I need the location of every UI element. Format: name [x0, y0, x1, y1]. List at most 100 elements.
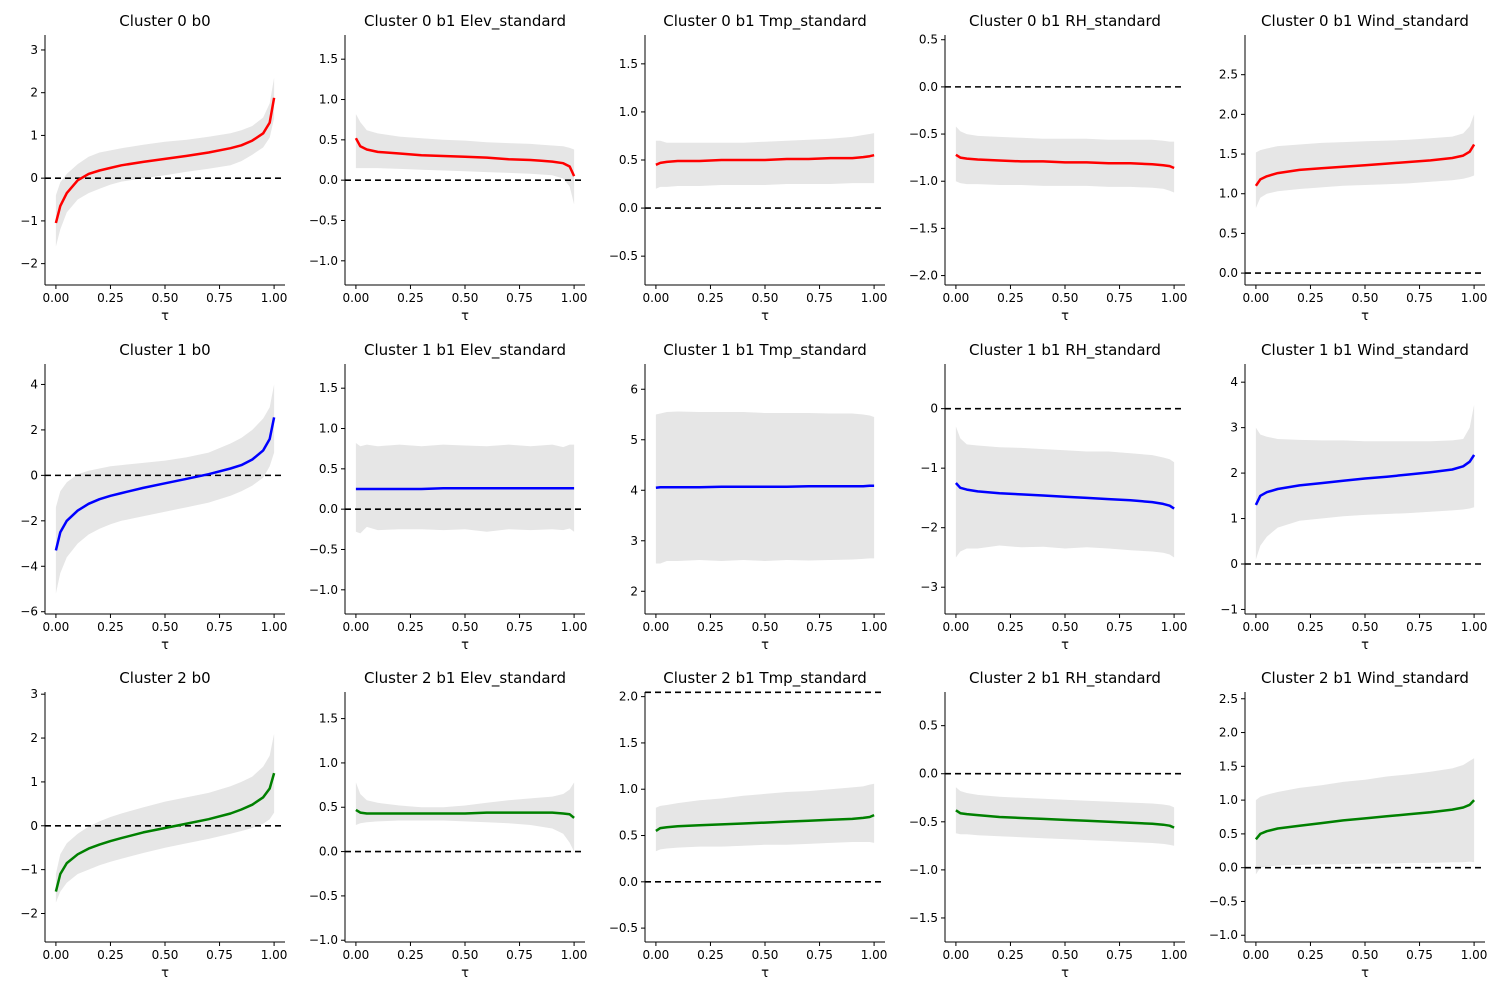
x-tick-label: 0.50 [752, 948, 779, 962]
y-tick-label: 0.5 [919, 719, 938, 733]
x-tick-label: 0.75 [1406, 291, 1433, 305]
x-tick-label: 0.25 [97, 291, 124, 305]
y-tick-label: 3 [30, 43, 38, 57]
y-tick-label: 0.5 [319, 800, 338, 814]
x-tick-label: 0.00 [643, 948, 670, 962]
subplot-14: 0.00 0.25 0.50 0.75 1.00 −1.0 −0.5 0.0 0.5 1.0 1.5… [1209, 669, 1488, 981]
y-tick-label: −1.0 [909, 863, 938, 877]
y-tick-label: −0.5 [909, 127, 938, 141]
x-axis-label: τ [1361, 966, 1369, 981]
x-tick-label: 0.00 [943, 620, 970, 634]
x-tick-label: 0.75 [1406, 620, 1433, 634]
x-tick-label: 1.00 [1161, 291, 1188, 305]
x-axis-label: τ [461, 638, 469, 653]
subplot-title: Cluster 2 b1 Elev_standard [364, 669, 566, 688]
x-tick-label: 1.00 [261, 620, 288, 634]
x-axis-label: τ [1061, 966, 1069, 981]
subplot-title: Cluster 2 b1 Wind_standard [1261, 669, 1469, 688]
x-tick-label: 0.00 [1243, 620, 1270, 634]
y-tick-label: 1 [30, 128, 38, 142]
y-tick-label: −1 [920, 461, 938, 475]
x-tick-label: 0.25 [997, 291, 1024, 305]
y-tick-label: 0.5 [1219, 827, 1238, 841]
x-tick-label: 1.00 [861, 948, 888, 962]
subplot-11: 0.00 0.25 0.50 0.75 1.00 −1.0 −0.5 0.0 0.5 1.0 1.5… [309, 669, 588, 981]
y-tick-label: 0.5 [319, 133, 338, 147]
x-tick-label: 1.00 [261, 948, 288, 962]
x-axis-label: τ [461, 309, 469, 324]
estimate-line [354, 137, 576, 177]
x-tick-label: 0.00 [643, 620, 670, 634]
x-tick-label: 1.00 [861, 620, 888, 634]
subplot-1: 0.00 0.25 0.50 0.75 1.00 −1.0 −0.5 0.0 0.5 1.0 1.5… [309, 12, 588, 324]
x-tick-label: 0.00 [943, 291, 970, 305]
y-tick-label: −2 [20, 257, 38, 271]
confidence-band [55, 733, 275, 903]
y-tick-label: −0.5 [309, 213, 338, 227]
subplot-title: Cluster 1 b1 Wind_standard [1261, 341, 1469, 360]
x-tick-label: 0.25 [997, 620, 1024, 634]
x-tick-label: 0.00 [1243, 291, 1270, 305]
subplot-2: 0.00 0.25 0.50 0.75 1.00 −0.5 0.0 0.5 1.0 1.5 Clus… [609, 12, 888, 324]
y-tick-label: −2 [20, 514, 38, 528]
subplot-title: Cluster 0 b1 Elev_standard [364, 12, 566, 31]
y-tick-label: −1.0 [909, 174, 938, 188]
y-tick-label: 1.0 [1219, 793, 1238, 807]
subplot-6: 0.00 0.25 0.50 0.75 1.00 −1.0 −0.5 0.0 0.5 1.0 1.5… [309, 341, 588, 653]
y-tick-label: 1.5 [1219, 759, 1238, 773]
y-tick-label: 0 [30, 468, 38, 482]
y-tick-label: 4 [1230, 375, 1238, 389]
confidence-band [1255, 758, 1475, 875]
subplot-title: Cluster 1 b0 [119, 341, 210, 359]
x-tick-label: 0.50 [152, 620, 179, 634]
x-tick-label: 0.75 [206, 620, 233, 634]
x-tick-label: 0.75 [1106, 620, 1133, 634]
subplot-title: Cluster 0 b0 [119, 12, 210, 30]
x-tick-label: 0.75 [206, 948, 233, 962]
estimate-line [655, 484, 875, 489]
subplot-10: 0.00 0.25 0.50 0.75 1.00 −2 −1 0 1 2 3 Cluster 2 b0… [20, 669, 287, 981]
y-tick-label: 2 [30, 423, 38, 437]
confidence-band [355, 114, 575, 205]
y-tick-label: −1.0 [309, 933, 338, 947]
x-tick-label: 1.00 [861, 291, 888, 305]
x-tick-label: 0.50 [452, 948, 479, 962]
confidence-band [55, 77, 275, 247]
x-tick-label: 0.50 [752, 291, 779, 305]
y-tick-label: 0.0 [319, 502, 338, 516]
x-tick-label: 1.00 [1461, 620, 1488, 634]
y-tick-label: −0.5 [309, 542, 338, 556]
x-axis-label: τ [161, 638, 169, 653]
y-tick-label: 0 [30, 819, 38, 833]
y-tick-label: 1.0 [619, 782, 638, 796]
y-tick-label: 2 [1230, 466, 1238, 480]
y-tick-label: 1.5 [619, 57, 638, 71]
x-tick-label: 1.00 [261, 291, 288, 305]
confidence-band [355, 782, 575, 852]
subplot-title: Cluster 2 b1 RH_standard [969, 669, 1161, 688]
y-tick-label: 1 [30, 775, 38, 789]
y-tick-label: 2.0 [1219, 107, 1238, 121]
x-tick-label: 1.00 [1161, 620, 1188, 634]
y-tick-label: 0.5 [919, 33, 938, 47]
x-axis-label: τ [1361, 638, 1369, 653]
y-tick-label: −0.5 [609, 249, 638, 263]
subplot-0: 0.00 0.25 0.50 0.75 1.00 −2 −1 0 1 2 3 Cluster 0 b0… [20, 12, 287, 324]
y-tick-label: −1.0 [1209, 928, 1238, 942]
x-tick-label: 0.75 [806, 291, 833, 305]
x-tick-label: 0.50 [152, 948, 179, 962]
y-tick-label: −1.5 [909, 911, 938, 925]
subplot-title: Cluster 0 b1 Wind_standard [1261, 12, 1469, 31]
x-tick-label: 0.50 [1052, 948, 1079, 962]
x-axis-label: τ [761, 966, 769, 981]
y-tick-label: 0.5 [1219, 226, 1238, 240]
y-tick-label: 2 [30, 86, 38, 100]
x-tick-label: 1.00 [561, 291, 588, 305]
x-tick-label: 0.75 [506, 291, 533, 305]
y-tick-label: 4 [630, 483, 638, 497]
x-tick-label: 0.25 [397, 620, 424, 634]
x-axis-label: τ [161, 309, 169, 324]
y-tick-label: 2 [630, 584, 638, 598]
y-tick-label: 0.0 [319, 173, 338, 187]
